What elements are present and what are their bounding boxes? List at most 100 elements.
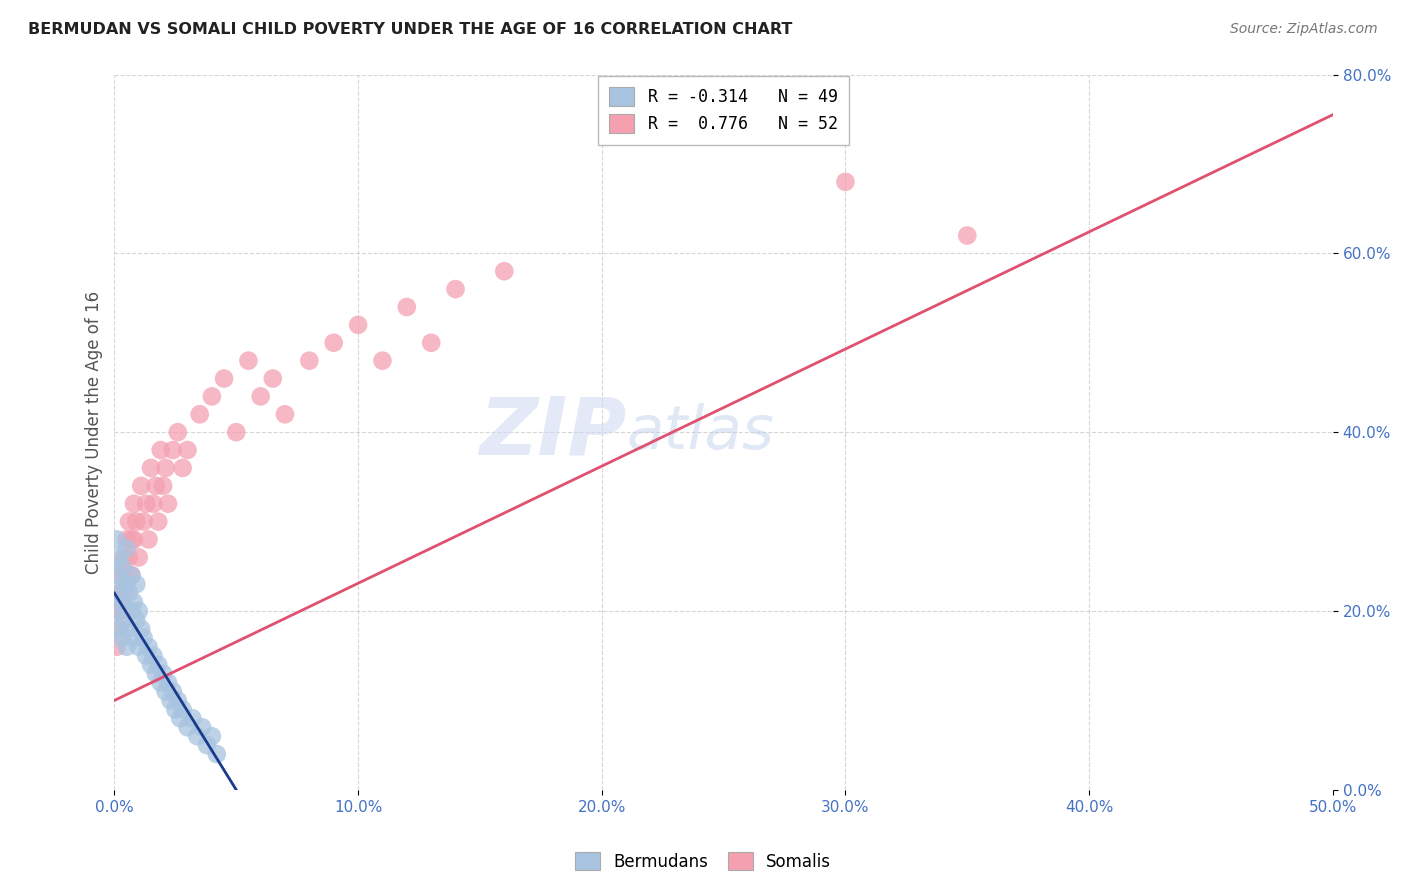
Point [105, 640, 128, 654]
Point [159, 693, 181, 707]
Point [149, 675, 172, 690]
Point [111, 604, 134, 618]
Point [145, 479, 167, 493]
Point [112, 577, 135, 591]
Point [201, 389, 224, 403]
Point [105, 604, 128, 618]
Point [105, 568, 128, 582]
Point [494, 264, 516, 278]
Point [176, 720, 198, 734]
Point [201, 729, 224, 743]
Point [162, 684, 184, 698]
Point [172, 461, 194, 475]
Point [420, 335, 443, 350]
Point [139, 657, 162, 672]
Point [956, 228, 979, 243]
Point [186, 729, 208, 743]
Point [121, 604, 143, 618]
Point [108, 550, 131, 565]
Point [249, 389, 271, 403]
Point [118, 515, 141, 529]
Point [111, 595, 134, 609]
Point [138, 640, 160, 654]
Text: ZIP: ZIP [479, 393, 626, 471]
Text: BERMUDAN VS SOMALI CHILD POVERTY UNDER THE AGE OF 16 CORRELATION CHART: BERMUDAN VS SOMALI CHILD POVERTY UNDER T… [28, 22, 793, 37]
Point [108, 622, 131, 636]
Point [105, 604, 128, 618]
Point [176, 443, 198, 458]
Point [135, 648, 157, 663]
Point [152, 479, 174, 493]
Point [111, 559, 134, 574]
Point [834, 175, 856, 189]
Point [115, 568, 138, 582]
Point [129, 479, 152, 493]
Point [188, 407, 211, 421]
Point [125, 515, 148, 529]
Point [122, 595, 145, 609]
Point [112, 586, 135, 600]
Point [125, 613, 148, 627]
Point [138, 533, 160, 547]
Point [172, 702, 194, 716]
Point [122, 631, 145, 645]
Point [212, 371, 235, 385]
Point [135, 497, 157, 511]
Point [148, 515, 170, 529]
Point [225, 425, 247, 440]
Point [238, 353, 260, 368]
Point [157, 675, 180, 690]
Legend: Bermudans, Somalis: Bermudans, Somalis [567, 844, 839, 880]
Point [162, 443, 184, 458]
Point [157, 497, 180, 511]
Point [322, 335, 344, 350]
Point [149, 443, 172, 458]
Point [169, 711, 191, 725]
Point [128, 550, 150, 565]
Point [112, 550, 135, 565]
Legend: R = -0.314   N = 49, R =  0.776   N = 52: R = -0.314 N = 49, R = 0.776 N = 52 [598, 76, 849, 145]
Point [115, 577, 138, 591]
Point [115, 533, 138, 547]
Point [191, 720, 214, 734]
Point [108, 622, 131, 636]
Point [262, 371, 284, 385]
Point [122, 533, 145, 547]
Point [145, 666, 167, 681]
Point [165, 702, 187, 716]
Point [155, 684, 177, 698]
Point [371, 353, 394, 368]
Point [105, 533, 128, 547]
Point [142, 648, 165, 663]
Point [148, 657, 170, 672]
Point [115, 541, 138, 556]
Point [155, 461, 177, 475]
Point [121, 568, 143, 582]
Point [108, 586, 131, 600]
Text: Source: ZipAtlas.com: Source: ZipAtlas.com [1230, 22, 1378, 37]
Point [166, 425, 188, 440]
Point [125, 577, 148, 591]
Point [128, 604, 150, 618]
Point [152, 666, 174, 681]
Point [139, 461, 162, 475]
Point [195, 738, 218, 752]
Point [115, 640, 138, 654]
Point [347, 318, 370, 332]
Point [132, 631, 155, 645]
Point [118, 586, 141, 600]
Point [298, 353, 321, 368]
Point [205, 747, 228, 761]
Point [111, 568, 134, 582]
Text: atlas: atlas [626, 402, 773, 462]
Point [111, 631, 134, 645]
Point [121, 568, 143, 582]
Y-axis label: Child Poverty Under the Age of 16: Child Poverty Under the Age of 16 [86, 291, 103, 574]
Point [274, 407, 297, 421]
Point [181, 711, 204, 725]
Point [122, 497, 145, 511]
Point [444, 282, 467, 296]
Point [395, 300, 418, 314]
Point [118, 550, 141, 565]
Point [166, 693, 188, 707]
